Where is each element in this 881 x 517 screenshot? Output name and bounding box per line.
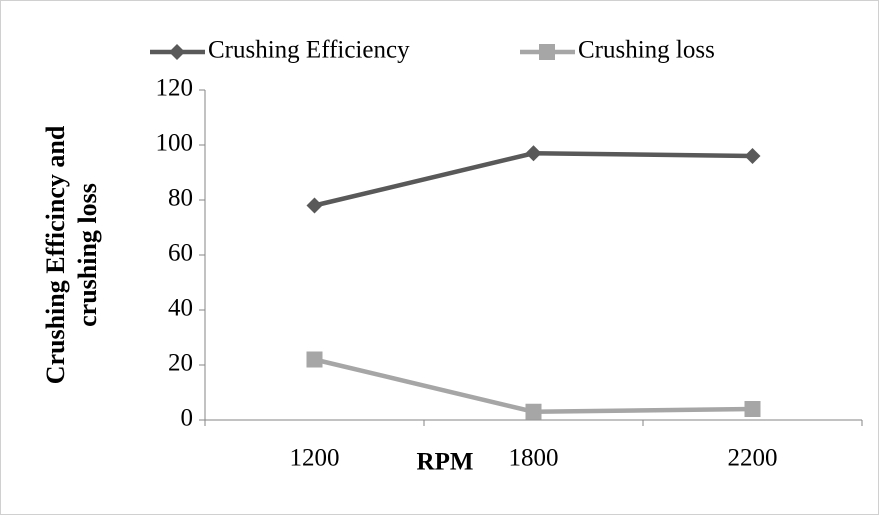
y-axis-title-line: Crushing Efficincy and [41, 125, 70, 384]
legend-item: Crushing Efficiency [150, 37, 410, 64]
y-tick-label: 120 [156, 75, 194, 102]
data-point [525, 403, 542, 420]
x-axis-title: RPM [417, 449, 474, 476]
legend-marker [539, 44, 555, 60]
legend-label: Crushing loss [578, 37, 715, 64]
y-tick-label: 60 [168, 240, 193, 267]
data-point [744, 148, 761, 164]
y-tick-label: 0 [181, 405, 194, 432]
x-tick-label: 1800 [509, 445, 559, 472]
legend-label: Crushing Efficiency [208, 37, 410, 64]
data-point [306, 197, 323, 214]
legend-marker [169, 44, 185, 60]
y-tick-label: 80 [168, 185, 193, 212]
y-tick-label: 20 [168, 350, 193, 377]
y-axis-title-line: crushing loss [73, 183, 102, 327]
data-point [306, 351, 323, 368]
x-tick-label: 1200 [290, 445, 340, 472]
legend-item: Crushing loss [520, 37, 715, 64]
y-tick-label: 100 [156, 130, 194, 157]
data-point [744, 401, 761, 417]
y-axis-title: Crushing Efficincy and crushing loss [41, 125, 102, 384]
x-tick-label: 2200 [728, 445, 778, 472]
y-tick-label: 40 [168, 295, 193, 322]
data-point [525, 145, 542, 162]
